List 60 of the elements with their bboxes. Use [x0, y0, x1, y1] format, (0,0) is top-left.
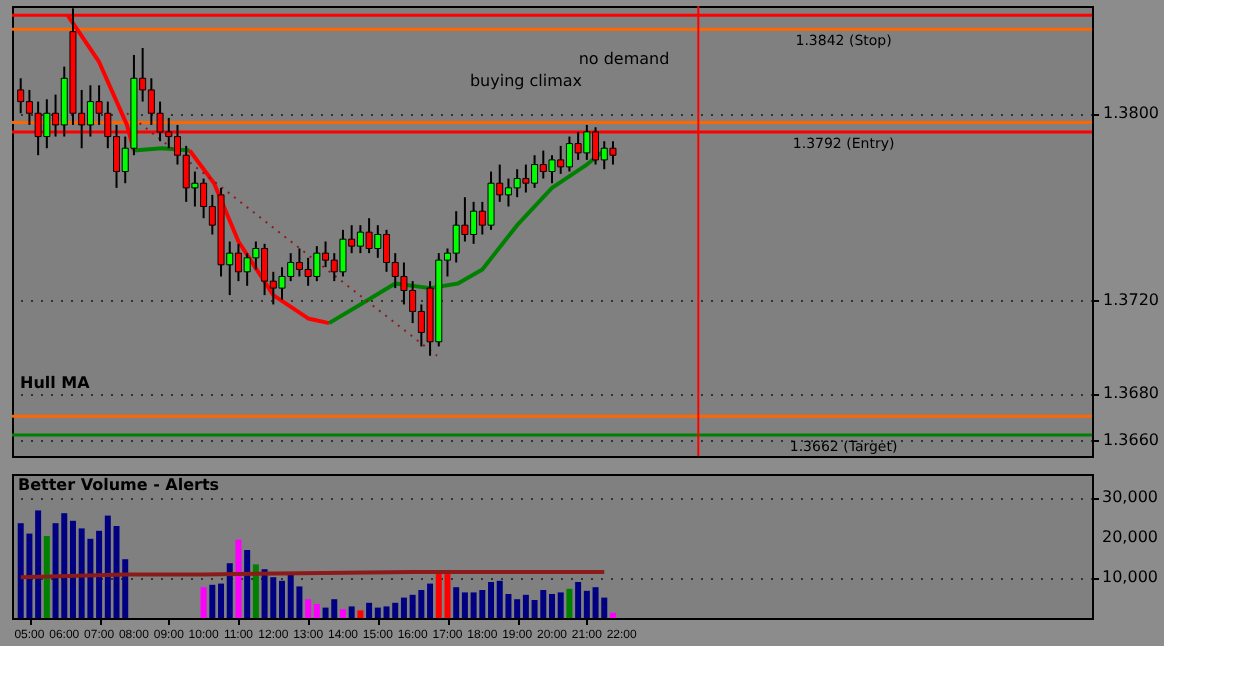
candlestick	[522, 163, 530, 194]
bar	[226, 563, 233, 618]
candlestick	[339, 228, 347, 278]
bar	[392, 602, 399, 618]
bar	[313, 604, 320, 618]
candlestick	[548, 154, 556, 185]
bar	[557, 592, 564, 618]
bar	[200, 587, 207, 618]
bar	[43, 536, 50, 618]
bar	[287, 574, 294, 618]
bar	[17, 523, 24, 618]
bar	[61, 513, 68, 618]
annotation: Hull MA	[20, 374, 92, 392]
y-tick-label: 1.3660	[1103, 430, 1159, 449]
bar	[305, 599, 312, 618]
bar	[339, 609, 346, 618]
y-tick-label: 1.3680	[1103, 384, 1159, 403]
bar	[331, 599, 338, 618]
annotation: no demand	[578, 50, 670, 68]
bar	[252, 564, 259, 618]
bar	[496, 580, 503, 618]
chart-title: Better Volume - Alerts	[18, 476, 220, 494]
bar	[244, 550, 251, 618]
candlestick	[17, 77, 25, 115]
bar	[592, 587, 599, 618]
bar	[270, 577, 277, 618]
candlestick	[278, 266, 286, 301]
bar	[470, 592, 477, 618]
bar	[418, 590, 425, 618]
bar	[366, 602, 373, 618]
y-tick-label: 10,000	[1102, 568, 1158, 586]
line-series	[327, 148, 607, 326]
y-tick-label: 1.3800	[1103, 104, 1159, 123]
bar	[609, 612, 616, 618]
bar	[453, 587, 460, 618]
candlestick	[400, 261, 408, 306]
bar	[409, 594, 416, 618]
bar	[348, 606, 355, 618]
y-tick-label: 1.3720	[1103, 290, 1159, 309]
candlestick	[304, 256, 312, 287]
candlestick	[487, 170, 495, 231]
bar	[575, 582, 582, 618]
y-tick-label: 30,000	[1102, 488, 1158, 506]
bar	[444, 572, 451, 618]
candlestick	[609, 140, 617, 166]
bar	[435, 572, 442, 618]
bar	[383, 606, 390, 618]
bar	[209, 584, 216, 618]
bar	[261, 569, 268, 618]
bar	[566, 588, 573, 618]
annotation: buying climax	[469, 72, 583, 90]
line-series	[187, 148, 332, 326]
bar	[540, 590, 547, 618]
bar	[322, 607, 329, 618]
bar	[78, 528, 85, 618]
y-tick-label: 20,000	[1102, 528, 1158, 546]
candlestick	[365, 217, 373, 255]
bar	[357, 610, 364, 618]
bar	[479, 590, 486, 618]
bar	[235, 539, 242, 618]
